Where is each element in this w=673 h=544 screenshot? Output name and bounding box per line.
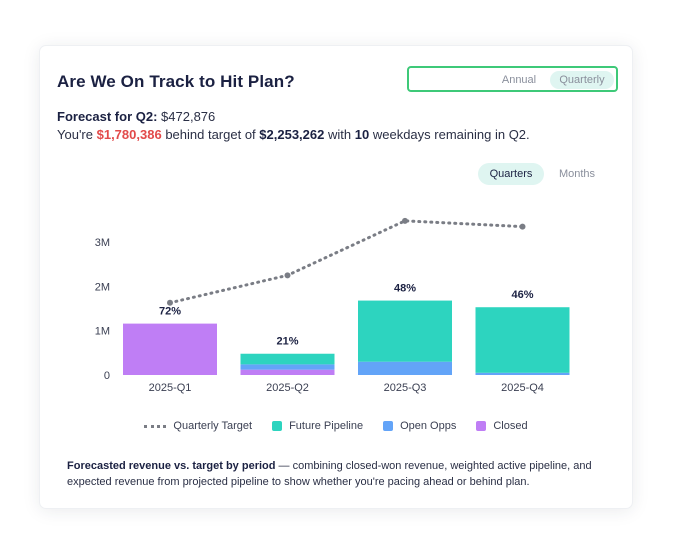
annual-toggle-option[interactable]: Annual xyxy=(501,74,537,86)
bar-segment-open-opps xyxy=(358,361,452,375)
bar-percent-label: 72% xyxy=(159,306,181,318)
target-point xyxy=(167,299,173,306)
description-bold: Forecasted revenue vs. target by period xyxy=(67,460,276,472)
granularity-toggle: Quarters Months xyxy=(478,163,618,185)
legend-item-target[interactable]: Quarterly Target xyxy=(144,420,252,432)
status-suffix: weekdays remaining in Q2. xyxy=(372,127,530,142)
bar-segment-open-opps xyxy=(240,364,335,370)
legend-item-closed[interactable]: Closed xyxy=(476,420,528,432)
quarters-toggle-option[interactable]: Quarters xyxy=(478,163,544,185)
target-status-line: You're $1,780,386 behind target of $2,25… xyxy=(57,127,530,142)
x-tick-label: 2025-Q2 xyxy=(266,382,309,394)
bar-segment-future-pipeline xyxy=(240,353,335,365)
legend-label: Open Opps xyxy=(400,420,457,432)
x-tick-label: 2025-Q3 xyxy=(384,382,427,394)
forecast-value: $472,876 xyxy=(161,109,216,124)
open-opps-swatch xyxy=(383,421,394,431)
x-tick-label: 2025-Q4 xyxy=(501,382,544,394)
bar-percent-label: 21% xyxy=(276,336,298,348)
target-point xyxy=(402,217,408,224)
forecast-label: Forecast for Q2: xyxy=(57,109,158,124)
months-toggle-option[interactable]: Months xyxy=(558,168,596,180)
weekdays-remaining: 10 xyxy=(354,127,370,142)
legend-label: Closed xyxy=(493,420,528,432)
bar-segment-future-pipeline xyxy=(358,300,452,362)
forecast-chart: 0 1M 2M 3M 72% 2025-Q1 21% 2025-Q2 48% 2025-Q3 46%… xyxy=(95,217,570,394)
period-toggle: Annual Quarterly xyxy=(407,66,618,92)
quarterly-target-line xyxy=(168,219,524,305)
legend-label: Future Pipeline xyxy=(289,420,364,432)
target-point xyxy=(519,223,526,230)
card-title: Are We On Track to Hit Plan? xyxy=(57,72,295,91)
y-tick-label: 1M xyxy=(95,326,110,338)
target-amount: $2,253,262 xyxy=(259,127,325,142)
y-tick-label: 0 xyxy=(104,370,110,382)
bar-segment-future-pipeline xyxy=(475,307,570,373)
dotted-line-icon xyxy=(144,424,167,428)
behind-amount: $1,780,386 xyxy=(96,127,162,142)
bar-percent-label: 46% xyxy=(511,289,533,301)
target-point xyxy=(284,272,291,279)
chart-description: Forecasted revenue vs. target by period … xyxy=(67,458,607,490)
legend-label: Quarterly Target xyxy=(173,420,253,432)
bar-percent-label: 48% xyxy=(394,283,416,295)
forecast-card: Are We On Track to Hit Plan? Annual Quar… xyxy=(40,46,632,508)
forecast-line: Forecast for Q2: $472,876 xyxy=(57,109,215,124)
bar-segment-closed xyxy=(240,369,335,375)
legend-item-open-opps[interactable]: Open Opps xyxy=(383,420,456,432)
legend-item-future-pipeline[interactable]: Future Pipeline xyxy=(272,420,363,432)
y-tick-label: 3M xyxy=(95,237,110,249)
description-text: — combining closed-won revenue, weighted… xyxy=(67,460,592,488)
quarterly-toggle-option[interactable]: Quarterly xyxy=(550,71,614,89)
x-tick-label: 2025-Q1 xyxy=(149,382,192,394)
status-middle: behind target of xyxy=(165,127,256,142)
status-with: with xyxy=(328,127,352,142)
bar-segment-open-opps xyxy=(475,372,570,375)
chart-legend: Quarterly Target Future Pipeline Open Op… xyxy=(40,418,632,434)
status-prefix: You're xyxy=(57,127,93,142)
y-tick-label: 2M xyxy=(95,281,110,293)
future-pipeline-swatch xyxy=(272,421,283,431)
closed-swatch xyxy=(476,421,487,431)
bar-segment-closed xyxy=(123,323,217,375)
